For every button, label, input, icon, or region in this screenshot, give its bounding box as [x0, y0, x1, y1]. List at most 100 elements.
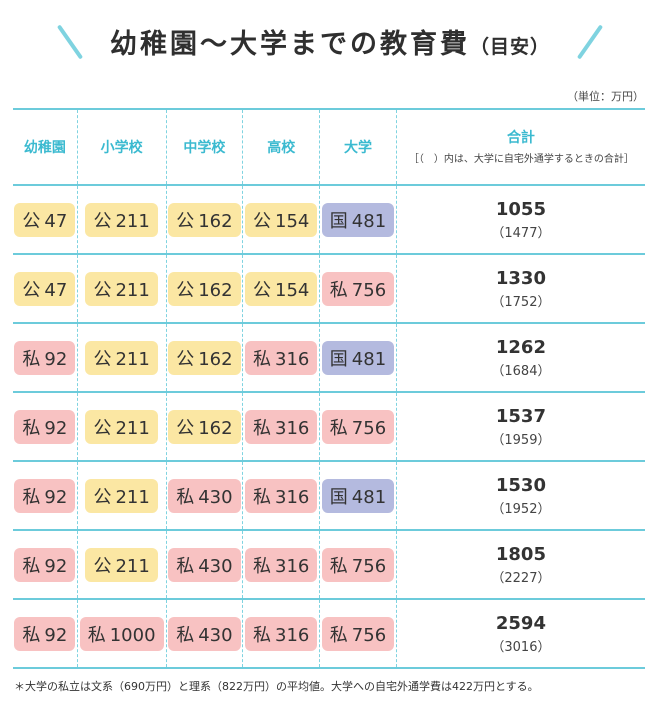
cost-value: 211 [115, 348, 150, 370]
school-type: 私 [253, 624, 272, 646]
header-high-school: 高校 [242, 109, 320, 185]
title-main: 幼稚園～大学までの教育費 [109, 29, 470, 60]
cost-chip: 公 211 [85, 409, 158, 444]
cost-value: 211 [115, 210, 150, 232]
school-type: 私 [176, 624, 195, 646]
school-type: 私 [329, 417, 348, 439]
cost-value: 316 [275, 555, 310, 577]
cost-value: 756 [351, 624, 387, 646]
cost-value: 316 [275, 417, 310, 439]
total-cell: 1055 （1477） [395, 185, 645, 254]
total-cell: 2594 （3016） [395, 599, 645, 668]
header-kindergarten: 幼稚園 [23, 140, 66, 156]
cost-chip: 私 430 [168, 616, 241, 651]
header-row: 幼稚園 小学校 中学校 高校 大学 合計 ［（ ）内は、大学に自宅外通学するときの… [13, 109, 645, 185]
cost-value: 92 [44, 624, 68, 646]
cost-value: 316 [275, 348, 310, 370]
cost-chip: 私 92 [14, 409, 76, 444]
table-cell: 私 92 [13, 323, 77, 392]
cost-chip: 公 211 [85, 271, 158, 306]
table-cell: 国 481 [319, 185, 397, 254]
cost-value: 92 [44, 348, 68, 370]
cost-value: 154 [275, 210, 310, 232]
total-value: 1330 [495, 267, 546, 289]
education-cost-table: 幼稚園 小学校 中学校 高校 大学 合計 ［（ ）内は、大学に自宅外通学するときの… [13, 108, 645, 669]
table-cell: 公 211 [76, 392, 167, 461]
cost-chip: 国 481 [321, 340, 395, 375]
table-cell: 私 756 [319, 392, 397, 461]
cost-value: 481 [351, 486, 387, 508]
cost-chip: 公 154 [245, 202, 318, 237]
cost-value: 756 [351, 555, 387, 577]
table-row: 私 92 公 211 私 430 私 316 私 756 1805 （2227） [13, 530, 645, 599]
total-cell: 1805 （2227） [395, 530, 645, 599]
table-cell: 私 430 [165, 599, 243, 668]
cost-value: 162 [198, 348, 233, 370]
total-away-value: （1952） [491, 501, 551, 517]
cost-value: 756 [351, 279, 387, 301]
cost-value: 154 [275, 279, 310, 301]
cost-chip: 私 92 [14, 478, 76, 513]
school-type: 私 [329, 279, 348, 301]
cost-value: 316 [275, 486, 310, 508]
cost-chip: 公 211 [85, 340, 158, 375]
table-cell: 公 162 [165, 323, 243, 392]
table-cell: 私 1000 [76, 599, 167, 668]
total-note: ［（ ）内は、大学に自宅外通学するときの合計］ [408, 153, 634, 165]
cost-chip: 私 756 [321, 547, 395, 582]
cost-value: 162 [198, 279, 233, 301]
cost-chip: 公 154 [245, 271, 318, 306]
cost-value: 92 [44, 555, 68, 577]
table-cell: 私 316 [242, 323, 320, 392]
school-type: 私 [253, 486, 272, 508]
unit-label: （単位：万円） [567, 90, 644, 103]
cost-chip: 私 1000 [79, 616, 164, 651]
table-row: 私 92 公 211 公 162 私 316 国 481 1262 （1684） [13, 323, 645, 392]
table-cell: 公 154 [242, 254, 320, 323]
total-away-value: （1684） [491, 363, 551, 379]
total-away-value: （3016） [491, 639, 551, 655]
total-value: 1530 [495, 474, 546, 496]
cost-chip: 公 162 [168, 409, 241, 444]
table-cell: 私 756 [319, 599, 397, 668]
school-type: 公 [93, 279, 112, 301]
table-cell: 公 211 [76, 530, 167, 599]
cost-chip: 公 47 [14, 271, 76, 306]
table-cell: 公 162 [165, 254, 243, 323]
school-type: 公 [253, 210, 272, 232]
school-type: 公 [253, 279, 272, 301]
school-type: 公 [176, 417, 195, 439]
table-cell: 公 211 [76, 323, 167, 392]
cost-chip: 国 481 [321, 478, 395, 513]
table-cell: 公 211 [76, 254, 167, 323]
school-type: 公 [93, 417, 112, 439]
school-type: 公 [93, 486, 112, 508]
total-cell: 1537 （1959） [395, 392, 645, 461]
page-title: 幼稚園～大学までの教育費（目安） [0, 22, 660, 61]
table-cell: 私 316 [242, 599, 320, 668]
cost-value: 430 [198, 555, 233, 577]
total-away-value: （2227） [491, 570, 551, 586]
cost-value: 481 [351, 348, 387, 370]
cost-chip: 公 211 [85, 478, 158, 513]
footnote: ＊大学の私立は文系（690万円）と理系（822万円）の平均値。大学への自宅外通学… [14, 680, 539, 693]
cost-chip: 私 756 [321, 409, 395, 444]
table-cell: 私 92 [13, 599, 77, 668]
school-type: 国 [329, 210, 348, 232]
table-cell: 私 316 [242, 392, 320, 461]
header-elementary: 小学校 [76, 109, 167, 185]
school-type: 私 [176, 555, 195, 577]
cost-value: 211 [115, 555, 150, 577]
cost-chip: 私 92 [14, 616, 76, 651]
table-cell: 公 47 [13, 254, 77, 323]
table-cell: 私 92 [13, 392, 77, 461]
total-cell: 1530 （1952） [395, 461, 645, 530]
cost-chip: 公 47 [14, 202, 76, 237]
total-cell: 1330 （1752） [395, 254, 645, 323]
cost-value: 92 [44, 486, 68, 508]
table-row: 私 92 公 211 私 430 私 316 国 481 1530 （1952） [13, 461, 645, 530]
school-type: 私 [253, 417, 272, 439]
table-cell: 国 481 [319, 323, 397, 392]
school-type: 私 [176, 486, 195, 508]
total-away-value: （1959） [491, 432, 551, 448]
